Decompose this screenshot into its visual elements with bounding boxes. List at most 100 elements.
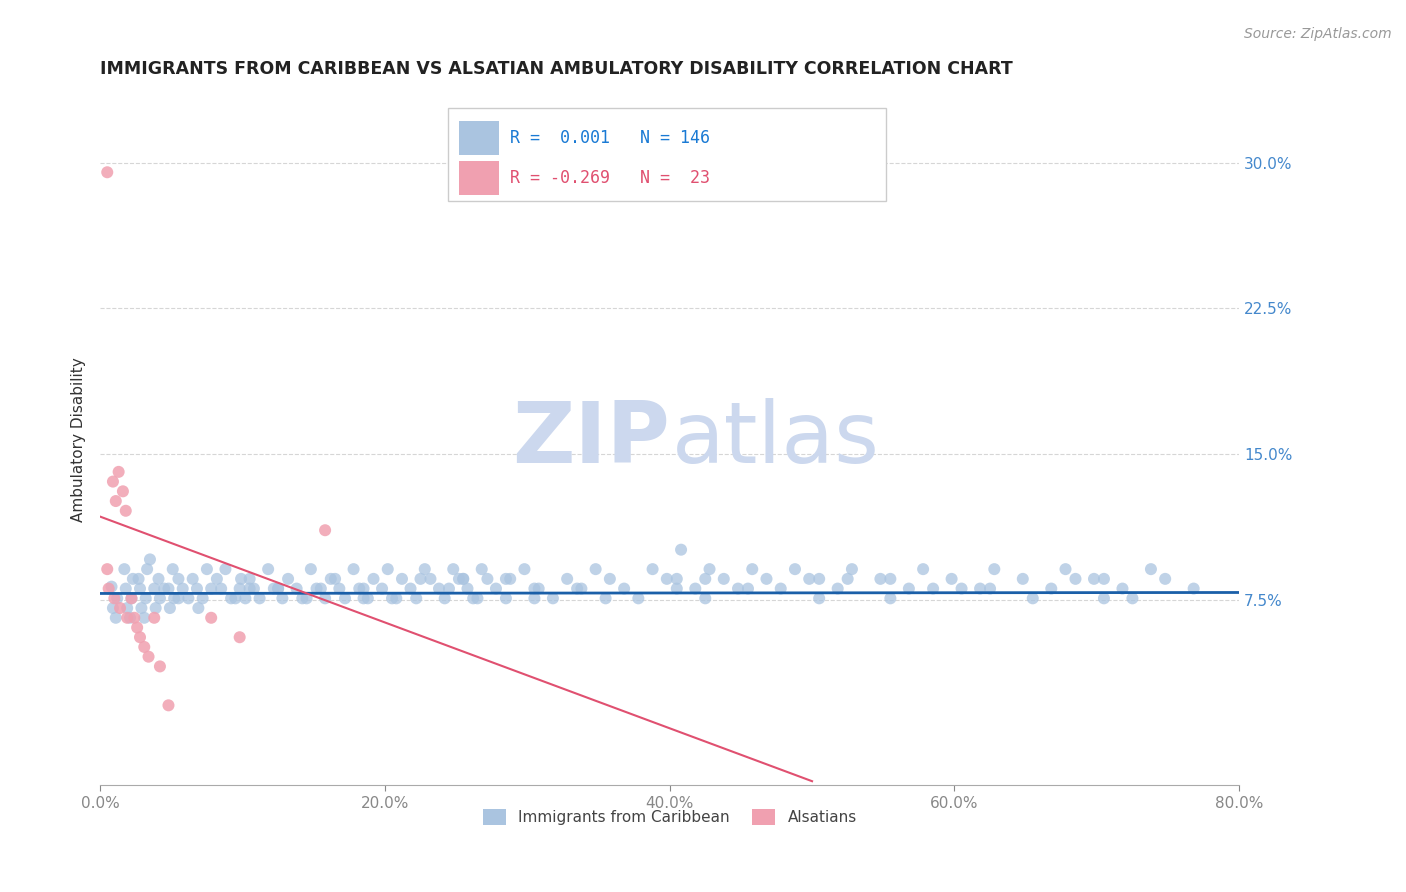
Point xyxy=(922,582,945,596)
Point xyxy=(319,572,342,586)
Point xyxy=(391,572,413,586)
Point xyxy=(122,572,145,586)
Point xyxy=(353,591,375,606)
Point xyxy=(349,582,371,596)
Point xyxy=(257,562,280,576)
Point xyxy=(112,562,135,576)
Point xyxy=(685,582,707,596)
Point xyxy=(101,601,124,615)
Point xyxy=(427,582,450,596)
Point xyxy=(371,582,394,596)
Point xyxy=(314,591,336,606)
Point xyxy=(167,591,190,606)
Point xyxy=(399,582,422,596)
Point xyxy=(118,611,141,625)
Point xyxy=(229,572,252,586)
Point xyxy=(1040,582,1063,596)
Point xyxy=(541,591,564,606)
Point xyxy=(1092,591,1115,606)
Point xyxy=(471,562,494,576)
Point xyxy=(138,649,160,664)
Point xyxy=(167,572,190,586)
Point xyxy=(114,582,136,596)
Point xyxy=(153,582,176,596)
Point xyxy=(1154,572,1177,586)
Point xyxy=(1092,572,1115,586)
Text: IMMIGRANTS FROM CARIBBEAN VS ALSATIAN AMBULATORY DISABILITY CORRELATION CHART: IMMIGRANTS FROM CARIBBEAN VS ALSATIAN AM… xyxy=(100,60,1012,78)
Point xyxy=(451,572,474,586)
Point xyxy=(299,562,322,576)
Point xyxy=(523,582,546,596)
Point xyxy=(309,582,332,596)
Point xyxy=(101,475,124,489)
Point xyxy=(267,582,290,596)
Point xyxy=(143,611,166,625)
Point xyxy=(135,591,157,606)
Point xyxy=(969,582,991,596)
Point xyxy=(565,582,588,596)
Point xyxy=(177,591,200,606)
Point xyxy=(115,601,138,615)
Point xyxy=(381,591,404,606)
Point xyxy=(357,591,380,606)
Point xyxy=(191,591,214,606)
Point xyxy=(128,572,150,586)
FancyBboxPatch shape xyxy=(447,108,886,202)
Point xyxy=(129,582,152,596)
Point xyxy=(134,611,156,625)
Legend: Immigrants from Caribbean, Alsatians: Immigrants from Caribbean, Alsatians xyxy=(475,801,865,833)
Point xyxy=(463,591,485,606)
Point xyxy=(1022,591,1045,606)
FancyBboxPatch shape xyxy=(458,161,499,194)
Point xyxy=(104,611,127,625)
Point xyxy=(139,552,162,566)
Point xyxy=(808,572,831,586)
Point xyxy=(187,601,209,615)
Point xyxy=(912,562,935,576)
Point xyxy=(105,591,128,606)
Point xyxy=(157,582,180,596)
Point xyxy=(114,504,136,518)
Point xyxy=(571,582,593,596)
Point xyxy=(1064,572,1087,586)
Text: R =  0.001   N = 146: R = 0.001 N = 146 xyxy=(510,129,710,147)
Point xyxy=(451,572,474,586)
Point xyxy=(181,572,204,586)
Point xyxy=(879,572,901,586)
Point xyxy=(249,591,271,606)
Point xyxy=(186,582,208,596)
Point xyxy=(1121,591,1143,606)
Point xyxy=(136,562,159,576)
Point xyxy=(200,611,222,625)
Point xyxy=(405,591,427,606)
Point xyxy=(97,582,120,596)
Point xyxy=(737,582,759,596)
Point xyxy=(228,582,250,596)
Point xyxy=(200,582,222,596)
Point xyxy=(107,465,129,479)
Point xyxy=(111,484,134,499)
Point xyxy=(239,582,262,596)
Text: Source: ZipAtlas.com: Source: ZipAtlas.com xyxy=(1244,27,1392,41)
Point xyxy=(333,591,356,606)
Point xyxy=(433,591,456,606)
Point xyxy=(263,582,285,596)
Point xyxy=(983,562,1005,576)
Point xyxy=(214,562,236,576)
Point xyxy=(513,562,536,576)
Point xyxy=(467,591,489,606)
Point xyxy=(727,582,749,596)
Point xyxy=(159,601,181,615)
Point xyxy=(143,582,166,596)
Point xyxy=(669,542,692,557)
Point xyxy=(267,582,290,596)
Point xyxy=(377,562,399,576)
Point xyxy=(239,572,262,586)
Point xyxy=(769,582,792,596)
Point xyxy=(120,591,142,606)
Point xyxy=(419,572,441,586)
FancyBboxPatch shape xyxy=(458,121,499,154)
Point xyxy=(163,591,186,606)
Point xyxy=(104,494,127,508)
Point xyxy=(585,562,607,576)
